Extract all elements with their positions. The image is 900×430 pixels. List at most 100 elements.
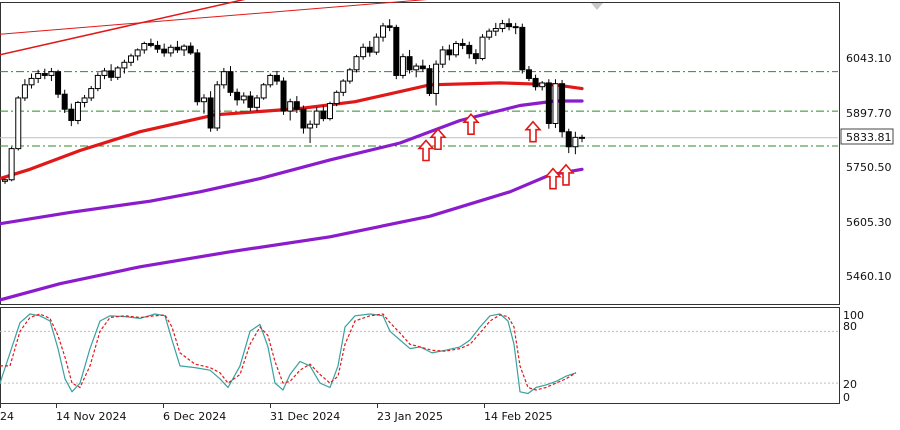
x-tick-marks (0, 404, 485, 408)
candle (406, 49, 413, 74)
candle (307, 120, 314, 143)
candle-body (479, 36, 486, 60)
candle-body (28, 77, 35, 86)
moving-average-line (0, 99, 584, 226)
candle (433, 60, 440, 106)
osc-y-tick-label: 80 (843, 320, 857, 333)
up-arrow-marker (429, 128, 447, 151)
candle (366, 40, 373, 57)
candle (492, 22, 499, 37)
candle (320, 105, 327, 122)
candle-body (380, 25, 387, 38)
candle (360, 43, 367, 60)
candle-body (260, 84, 267, 99)
candle-body (399, 56, 406, 76)
candle-body (167, 46, 174, 54)
candle-body (393, 26, 400, 76)
candle (128, 53, 135, 67)
osc-y-tick-label: 100 (843, 309, 864, 322)
candle-body (41, 73, 48, 76)
candle (167, 44, 174, 57)
candle (254, 94, 261, 112)
candle (74, 100, 81, 125)
candle-body (108, 70, 115, 78)
candle (539, 81, 546, 91)
candle-body (147, 43, 154, 46)
candle-body (94, 74, 101, 90)
candle (88, 85, 95, 101)
candle-body (360, 46, 367, 58)
candle-body (227, 71, 234, 93)
up-arrow-marker (557, 163, 575, 186)
candle-body (207, 97, 214, 129)
candle (194, 49, 201, 106)
candle (273, 70, 280, 85)
candle-body (181, 45, 188, 51)
candle (114, 66, 121, 80)
candle-body (128, 55, 135, 63)
candle (525, 66, 532, 82)
candle-body (572, 136, 579, 148)
candle (506, 18, 513, 31)
x-tick-label: 14 Feb 2025 (484, 410, 552, 423)
candle-body (446, 49, 453, 56)
candle (81, 94, 88, 108)
candle (499, 19, 506, 33)
candle (572, 131, 579, 155)
candle (532, 74, 539, 91)
candle (61, 89, 68, 113)
candle-body (565, 131, 572, 148)
candle-body (81, 97, 88, 103)
candle-body (439, 49, 446, 65)
x-tick-label: 31 Dec 2024 (270, 410, 340, 423)
candle-body (326, 103, 333, 120)
candle (479, 34, 486, 61)
candle (466, 41, 473, 59)
candle-body (61, 93, 68, 110)
candle (220, 67, 227, 89)
moving-average-line (0, 0, 246, 56)
current-price-tag: 5833.81 (840, 128, 894, 145)
candle-body (552, 83, 559, 124)
candle (472, 49, 479, 65)
candle-body (247, 95, 254, 108)
candle (247, 91, 254, 112)
y-tick-label: 5605.30 (846, 216, 892, 229)
candle-body (234, 91, 241, 101)
candle (552, 79, 559, 128)
candle-body (200, 97, 207, 103)
x-tick-label: 23 Jan 2025 (377, 410, 443, 423)
osc-y-tick-label: 0 (843, 391, 850, 404)
candle-body (559, 83, 566, 133)
candle (545, 79, 552, 129)
current-price-label: 5833.81 (846, 131, 892, 144)
candle-body (174, 46, 181, 51)
candle-body (525, 69, 532, 79)
candle (579, 134, 585, 143)
candle (393, 24, 400, 80)
x-tick-label: 24 (0, 410, 14, 423)
candle (333, 90, 340, 107)
candle-body (472, 53, 479, 60)
candle (519, 23, 526, 74)
y-tick-label: 6043.10 (846, 52, 892, 65)
candle (48, 67, 55, 82)
candle-body (300, 108, 307, 129)
candle (260, 82, 267, 100)
oscillator-plot-frame (0, 307, 840, 404)
y-tick-label: 5897.70 (846, 107, 892, 120)
candle (21, 79, 28, 101)
candle-body (340, 80, 347, 93)
candle (486, 28, 493, 40)
candle-body (287, 101, 294, 112)
candle (280, 77, 287, 115)
candle (240, 92, 247, 104)
y-tick-label: 5460.10 (846, 270, 892, 283)
up-arrow-marker (462, 113, 480, 136)
candle (161, 43, 168, 57)
candle (154, 40, 161, 53)
candle-body (426, 68, 433, 94)
candle-body (220, 71, 227, 86)
candle (559, 79, 566, 138)
